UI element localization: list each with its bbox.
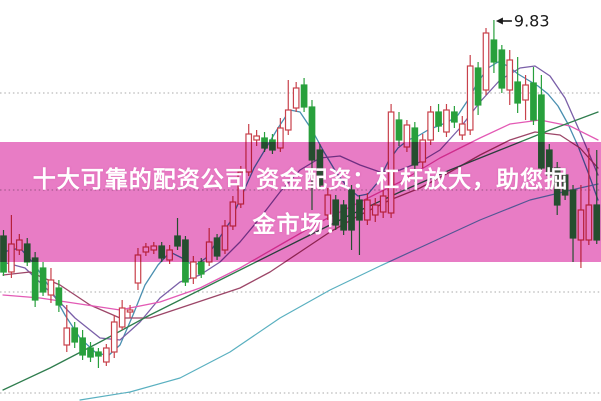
candle	[284, 80, 292, 135]
candle	[102, 344, 110, 366]
candle	[474, 62, 482, 115]
candle	[79, 330, 86, 360]
candle	[39, 262, 47, 296]
candle	[490, 20, 498, 73]
price-annotation-label: 9.83	[514, 12, 550, 31]
candle	[126, 305, 134, 318]
candle	[530, 67, 537, 125]
candle	[451, 106, 458, 128]
candle	[435, 104, 442, 132]
candle	[55, 280, 63, 312]
candle	[522, 75, 529, 120]
candle	[482, 28, 490, 95]
candle	[300, 78, 308, 112]
candle	[498, 45, 506, 93]
candle	[466, 55, 474, 135]
candle	[443, 104, 450, 137]
candle	[118, 300, 126, 330]
candle	[63, 305, 71, 352]
candle	[110, 315, 118, 358]
candle	[71, 322, 79, 348]
candle	[292, 82, 300, 112]
candle	[427, 106, 434, 145]
candle	[458, 116, 466, 140]
candle	[95, 348, 102, 368]
candle	[395, 112, 403, 146]
promo-banner	[0, 142, 601, 262]
candle	[506, 50, 514, 105]
price-annotation: 9.83	[495, 12, 550, 31]
candle	[87, 342, 94, 362]
candle	[514, 57, 522, 113]
candle	[47, 268, 55, 303]
